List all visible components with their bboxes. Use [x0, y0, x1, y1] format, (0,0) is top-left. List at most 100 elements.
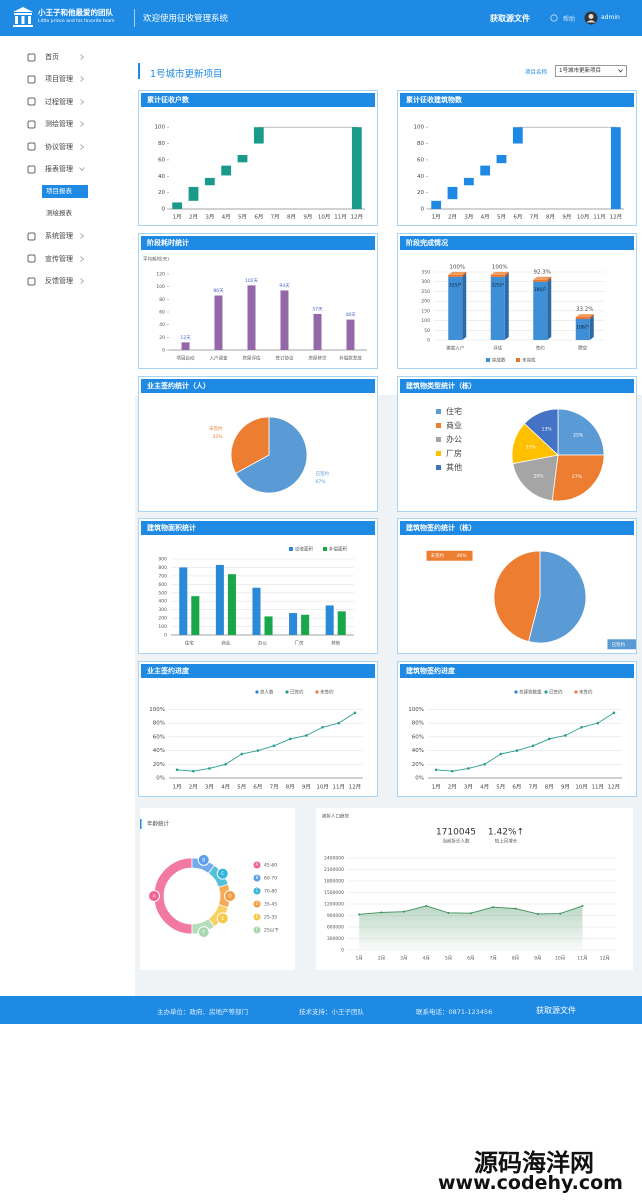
chevron	[80, 76, 85, 83]
legend-dot	[574, 690, 578, 694]
menu-item[interactable]: 反馈管理	[0, 274, 135, 288]
legend-marker	[253, 874, 261, 882]
marker-letter: A	[152, 894, 156, 900]
marker	[216, 867, 229, 880]
user-name[interactable]: admin	[601, 14, 620, 21]
legend-dot	[285, 690, 289, 694]
y-tick-label: 500	[158, 590, 167, 596]
y-tick-label: 80%	[412, 721, 424, 727]
legend-marker	[253, 887, 261, 895]
x-tick-label: 补偿款发放	[339, 355, 362, 362]
value-label: 13%	[542, 426, 553, 432]
y-tick-label: 0	[427, 338, 430, 344]
x-tick-label: 2月	[189, 214, 198, 221]
y-tick-label: 40%	[412, 748, 424, 754]
menu-item[interactable]: 宣传管理	[0, 252, 135, 266]
marker-letter: C	[221, 871, 224, 877]
chart: 年龄统计 A A 45-60 B B 60-70 C C 70-80 D D 35-45 E E 25-35 F…	[140, 819, 279, 939]
x-tick-label: 12月	[351, 214, 364, 221]
x-tick-label: 11月	[592, 784, 605, 791]
x-tick-label: 3月	[464, 784, 473, 791]
chevron	[80, 143, 85, 150]
chevron-shape	[80, 278, 85, 284]
avatar[interactable]	[584, 11, 598, 25]
bar	[237, 155, 248, 163]
menu-item[interactable]: 测绘管理	[0, 117, 135, 131]
menu-item[interactable]: 过程管理	[0, 95, 135, 109]
menu-icon	[27, 75, 36, 84]
x-tick-label: 腾空	[578, 345, 587, 352]
x-tick-label: 厂房	[295, 640, 304, 647]
watermark-name: 源码海洋网	[474, 1149, 594, 1177]
point	[321, 725, 324, 729]
y-tick-label: 80	[159, 297, 165, 303]
x-tick-label: 11月	[334, 214, 347, 221]
chart: 0 20 40 60 80 100 1月 2月 3月 4月 5月 6月 7月 8月 9月 10月 11月 12月	[155, 125, 365, 221]
x-tick-label: 项目启动	[177, 355, 195, 362]
icon-shape	[27, 142, 36, 151]
point	[515, 749, 519, 752]
bar	[610, 127, 621, 209]
x-tick-label: 11月	[577, 956, 587, 962]
legend-label: 住宅	[446, 406, 462, 416]
title-accent	[138, 63, 140, 79]
help-link[interactable]: 帮助	[563, 16, 576, 23]
y-tick-label: 1800000	[324, 879, 344, 885]
marker	[197, 853, 210, 866]
x-tick-label: 4月	[422, 956, 429, 962]
menu-item[interactable]: 报表管理	[0, 162, 135, 176]
x-tick-label: 11月	[333, 784, 346, 791]
bar	[227, 574, 236, 635]
divider	[134, 9, 135, 27]
panel-title: 建筑物面积统计	[141, 521, 375, 535]
menu-label: 报表管理	[45, 165, 73, 173]
y-tick-label: 60	[417, 157, 424, 163]
x-tick-label: 10月	[318, 214, 331, 221]
point	[514, 907, 517, 910]
legend-label: 商业	[446, 420, 462, 430]
legend-dot	[255, 690, 259, 694]
panel-title: 建筑物类型统计（栋）	[400, 379, 634, 393]
x-tick-label: 办公	[258, 640, 267, 647]
bar-segment	[575, 319, 590, 340]
menu-label: 宣传管理	[45, 254, 73, 263]
submenu-item[interactable]: 项目报表	[42, 184, 88, 198]
bar	[204, 177, 215, 186]
marker	[197, 926, 210, 939]
y-tick-label: 40	[159, 322, 165, 328]
submenu-item[interactable]: 测绘报表	[46, 209, 72, 218]
menu-item[interactable]: 项目管理	[0, 72, 135, 86]
chart-panel: 累计征收建筑物数 0 20 40 60 80 100 1月 2月 3月 4月 5月 6月 7月 8月 9月 10…	[397, 90, 637, 226]
x-tick-label: 6月	[512, 784, 521, 791]
bar	[215, 564, 224, 635]
chevron-shape	[80, 255, 85, 262]
completion-label: 92.3%	[534, 269, 551, 275]
x-tick-label: 1月	[432, 214, 441, 221]
pie-slice	[551, 454, 605, 502]
card-title: 被拆人口趋势	[322, 813, 349, 820]
chevron-shape	[80, 76, 85, 83]
x-tick-label: 7月	[530, 214, 539, 221]
source-link[interactable]: 获取源文件	[490, 14, 530, 23]
project-select[interactable]: 1号城市更新项目	[555, 65, 627, 77]
y-tick-label: 80	[417, 141, 424, 147]
menu-icon	[27, 232, 36, 241]
footer-source-link[interactable]: 获取源文件	[536, 1006, 576, 1015]
menu-item[interactable]: 协议管理	[0, 140, 135, 154]
point	[402, 910, 405, 913]
point	[580, 725, 583, 729]
x-tick-label: 1月	[173, 784, 182, 791]
menu-item[interactable]: 首页	[0, 50, 135, 64]
value-label: 67%	[315, 479, 326, 485]
bar-segment	[490, 274, 505, 277]
y-tick-label: 20%	[412, 762, 424, 768]
legend-label: 已签约	[549, 689, 563, 696]
x-tick-label: 2月	[448, 214, 457, 221]
bar	[264, 616, 273, 635]
x-tick-label: 5月	[238, 214, 247, 221]
menu-item[interactable]: 系统管理	[0, 229, 135, 243]
completion-label: 100%	[492, 264, 508, 270]
growth-label: 较上月增长	[495, 838, 518, 845]
menu-label: 项目管理	[45, 75, 73, 84]
legend-dot	[544, 690, 548, 694]
